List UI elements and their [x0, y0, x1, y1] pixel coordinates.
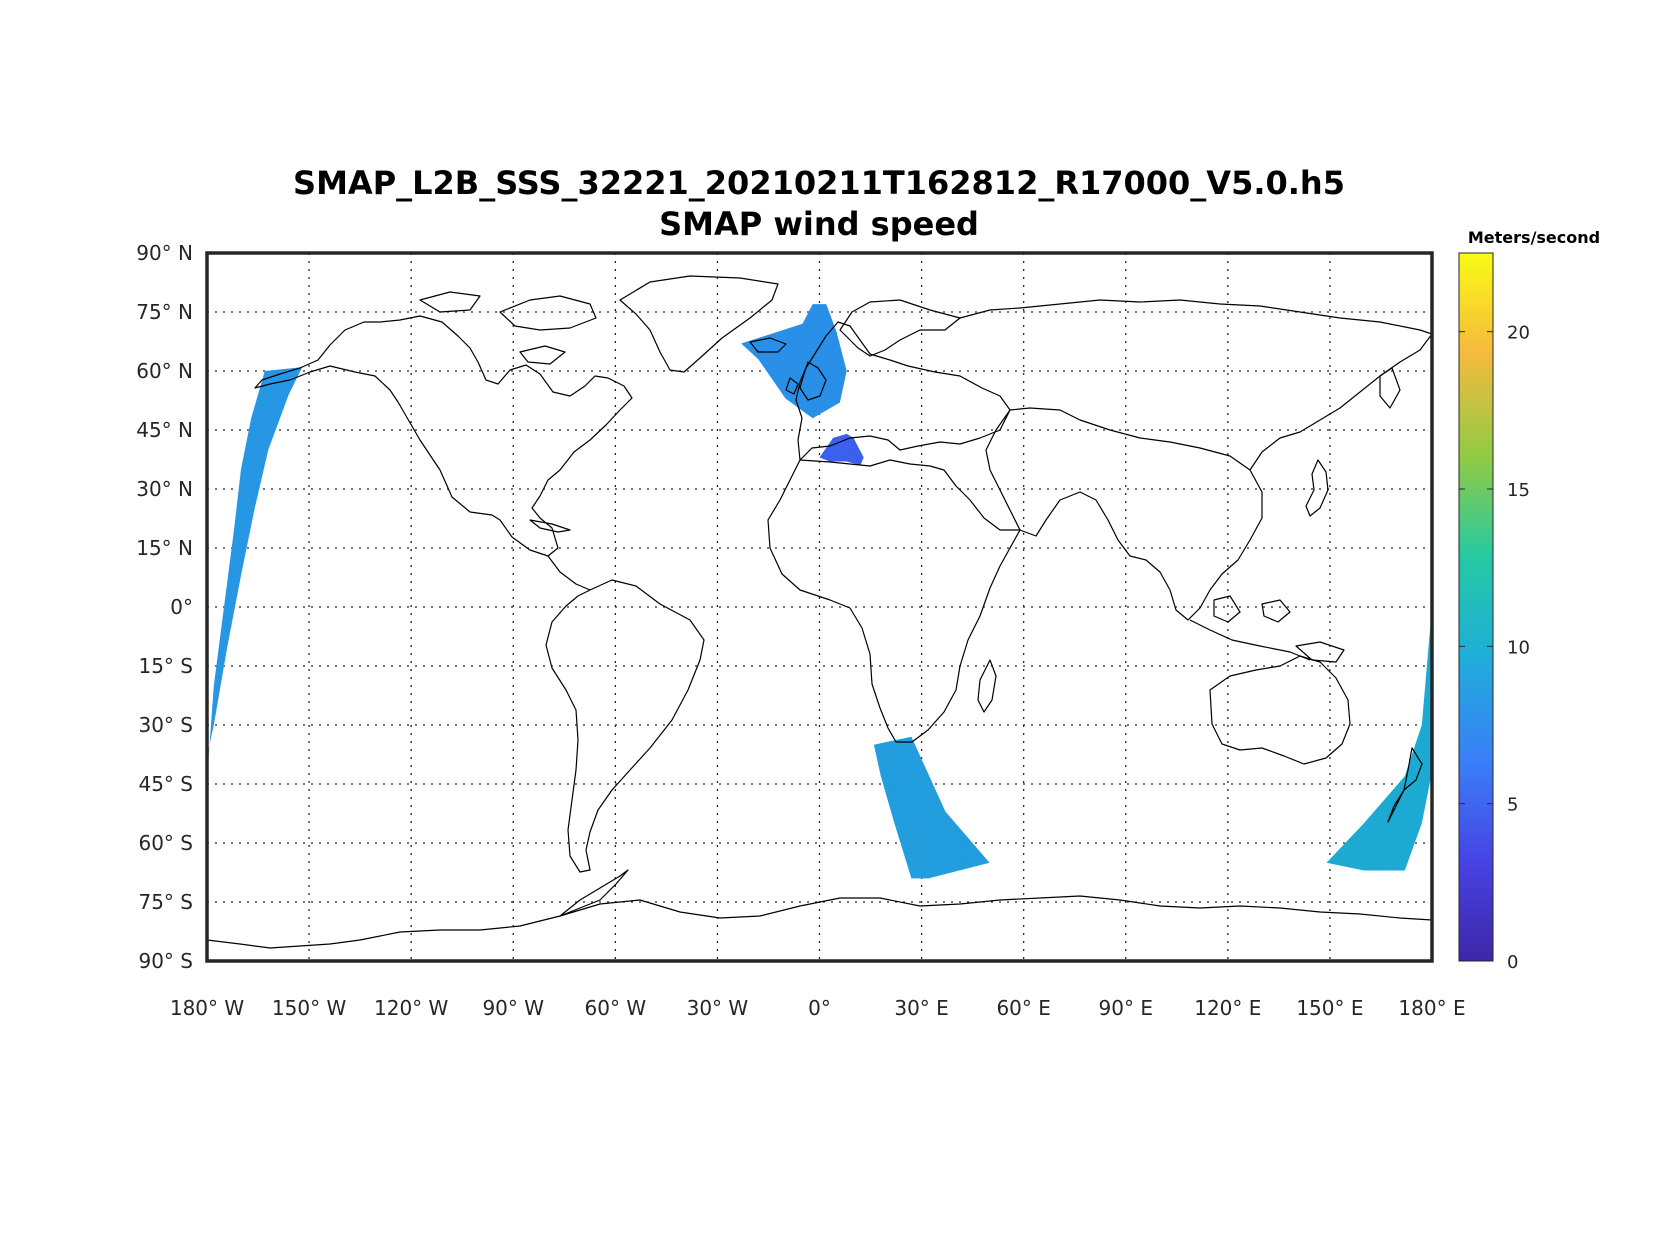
latitude-tick-label: 30° S: [138, 713, 193, 737]
wind-speed-swaths: [207, 304, 1432, 879]
colorbar-tick-label: 5: [1507, 795, 1518, 816]
map-plot-area: 180° W 150° W 120° W 90° W 60° W 30° W 0° 30° E…: [136, 241, 1465, 1020]
latitude-tick-label: 90° N: [136, 241, 193, 265]
coastline-australia: [1209, 655, 1351, 765]
swath-southwest-pacific: [1326, 607, 1432, 871]
longitude-tick-label: 30° E: [894, 996, 948, 1020]
longitude-tick-labels: 180° W 150° W 120° W 90° W 60° W 30° W 0° 30° E…: [170, 996, 1466, 1020]
coastline-iceland: [749, 337, 787, 353]
swath-mediterranean: [819, 433, 864, 466]
latitude-tick-label: 45° S: [138, 772, 193, 796]
coastline-antarctic-peninsula: [559, 869, 629, 917]
latitude-tick-label: 90° S: [138, 949, 193, 973]
longitude-tick-label: 90° W: [482, 996, 544, 1020]
colorbar-unit-label: Meters/second: [1468, 228, 1600, 247]
colorbar-tick-label: 0: [1507, 952, 1518, 973]
coastline-north-america: [254, 315, 633, 557]
latitude-tick-label: 15° N: [136, 536, 193, 560]
longitude-tick-label: 120° E: [1194, 996, 1261, 1020]
longitude-tick-label: 150° E: [1296, 996, 1363, 1020]
colorbar-tick-label: 20: [1507, 323, 1530, 344]
colorbar-tick-label: 15: [1507, 480, 1530, 501]
coastline-antarctica: [207, 895, 1432, 949]
coastline-central-america: [547, 555, 591, 591]
coastline-indonesia: [1189, 595, 1311, 661]
title-line-2: SMAP wind speed: [659, 205, 979, 243]
coastline-new-zealand: [1387, 747, 1423, 823]
longitude-tick-label: 60° E: [996, 996, 1050, 1020]
colorbar-ticks: 0 5 10 15 20: [1459, 323, 1530, 973]
latitude-tick-label: 60° S: [138, 831, 193, 855]
coastline-british-isles: [785, 361, 827, 401]
longitude-tick-label: 180° E: [1398, 996, 1465, 1020]
coastlines: [207, 275, 1432, 949]
colorbar-tick-label: 10: [1507, 637, 1530, 658]
latitude-tick-label: 30° N: [136, 477, 193, 501]
latitude-tick-label: 75° N: [136, 300, 193, 324]
coastline-south-america: [545, 579, 705, 873]
latitude-tick-label: 75° S: [138, 890, 193, 914]
latitude-tick-label: 0°: [170, 595, 193, 619]
coastline-new-guinea: [1295, 641, 1345, 663]
latitude-tick-label: 45° N: [136, 418, 193, 442]
graticule: [207, 253, 1432, 961]
coastline-scandinavia: [839, 299, 961, 357]
coastline-africa: [767, 459, 1021, 743]
latitude-tick-label: 60° N: [136, 359, 193, 383]
coastline-japan: [1305, 459, 1329, 517]
latitude-tick-label: 15° S: [138, 654, 193, 678]
coastline-madagascar: [977, 659, 997, 713]
coastline-kamchatka: [1379, 367, 1401, 409]
map-frame: [205, 251, 1434, 963]
swath-south-atlantic-indian: [873, 736, 990, 879]
coastline-greenland: [619, 275, 779, 373]
longitude-tick-label: 180° W: [170, 996, 245, 1020]
title-line-1: SMAP_L2B_SSS_32221_20210211T162812_R1700…: [293, 164, 1345, 202]
latitude-tick-labels: 90° N 75° N 60° N 45° N 30° N 15° N 0° 15° S 30°…: [136, 241, 193, 973]
coastline-asia: [985, 407, 1263, 621]
longitude-tick-label: 0°: [808, 996, 831, 1020]
longitude-tick-label: 90° E: [1099, 996, 1153, 1020]
colorbar-ramp: [1458, 252, 1494, 962]
colorbar: Meters/second 0 5 10 15 20: [1458, 228, 1600, 973]
longitude-tick-label: 30° W: [687, 996, 749, 1020]
longitude-tick-label: 150° W: [272, 996, 347, 1020]
swath-north-atlantic: [741, 304, 847, 419]
longitude-tick-label: 120° W: [374, 996, 449, 1020]
longitude-tick-label: 60° W: [585, 996, 647, 1020]
coastline-arctic-islands: [419, 291, 597, 365]
coastline-cuba: [529, 519, 571, 533]
coastline-siberia: [959, 299, 1432, 471]
swath-pacific-east: [207, 367, 303, 781]
